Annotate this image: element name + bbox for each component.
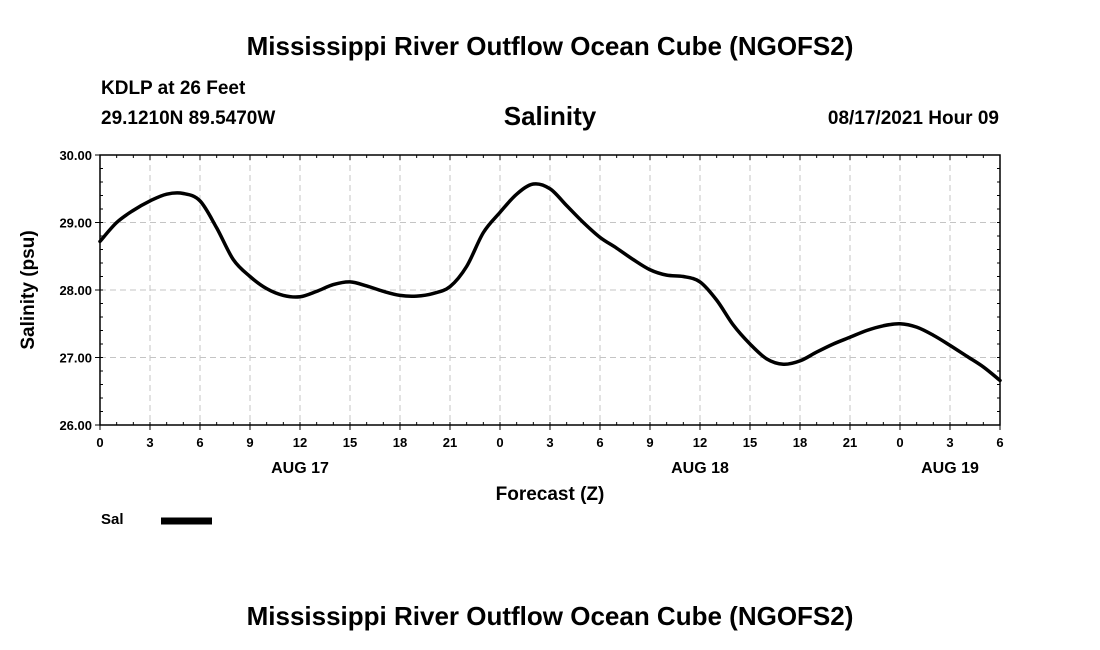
series-layer: [98, 182, 1002, 383]
legend-label: Sal: [101, 511, 124, 528]
x-tick-label: 21: [843, 435, 857, 450]
x-tick-label: 3: [946, 435, 953, 450]
x-tick-label: 0: [896, 435, 903, 450]
x-tick-label: 6: [596, 435, 603, 450]
axis-ticks: 26.00 27.00 28.00 29.00 30.00 0 3 6 9 12 15 18 21 0 3 6…: [59, 148, 1003, 477]
day-label: AUG 19: [921, 460, 979, 477]
station-label: KDLP at 26 Feet: [101, 78, 246, 99]
day-label: AUG 18: [671, 460, 729, 477]
x-tick-label: 6: [196, 435, 203, 450]
x-tick-label: 12: [293, 435, 307, 450]
x-tick-label: 15: [343, 435, 357, 450]
x-tick-label: 6: [996, 435, 1003, 450]
forecast-date-label: 08/17/2021 Hour 09: [828, 108, 999, 129]
coordinates-label: 29.1210N 89.5470W: [101, 108, 275, 129]
series-line-sal: [98, 182, 1002, 383]
grid: [99, 154, 1001, 426]
x-tick-label: 15: [743, 435, 757, 450]
x-tick-label: 0: [96, 435, 103, 450]
x-tick-label: 12: [693, 435, 707, 450]
y-tick-label: 30.00: [59, 148, 92, 163]
day-label: AUG 17: [271, 460, 329, 477]
x-tick-label: 3: [146, 435, 153, 450]
x-tick-label: 0: [496, 435, 503, 450]
x-tick-label: 3: [546, 435, 553, 450]
x-tick-label: 9: [646, 435, 653, 450]
x-axis-label: Forecast (Z): [496, 484, 605, 505]
y-tick-label: 28.00: [59, 283, 92, 298]
y-tick-label: 29.00: [59, 216, 92, 231]
y-axis-label: Salinity (psu): [18, 230, 39, 349]
y-tick-label: 26.00: [59, 418, 92, 433]
main-title: Mississippi River Outflow Ocean Cube (NG…: [247, 31, 854, 61]
chart-title: Salinity: [504, 101, 597, 131]
x-tick-label: 18: [393, 435, 407, 450]
x-tick-label: 9: [246, 435, 253, 450]
y-tick-label: 27.00: [59, 351, 92, 366]
x-tick-label: 21: [443, 435, 457, 450]
x-tick-label: 18: [793, 435, 807, 450]
footer-title: Mississippi River Outflow Ocean Cube (NG…: [247, 601, 854, 631]
